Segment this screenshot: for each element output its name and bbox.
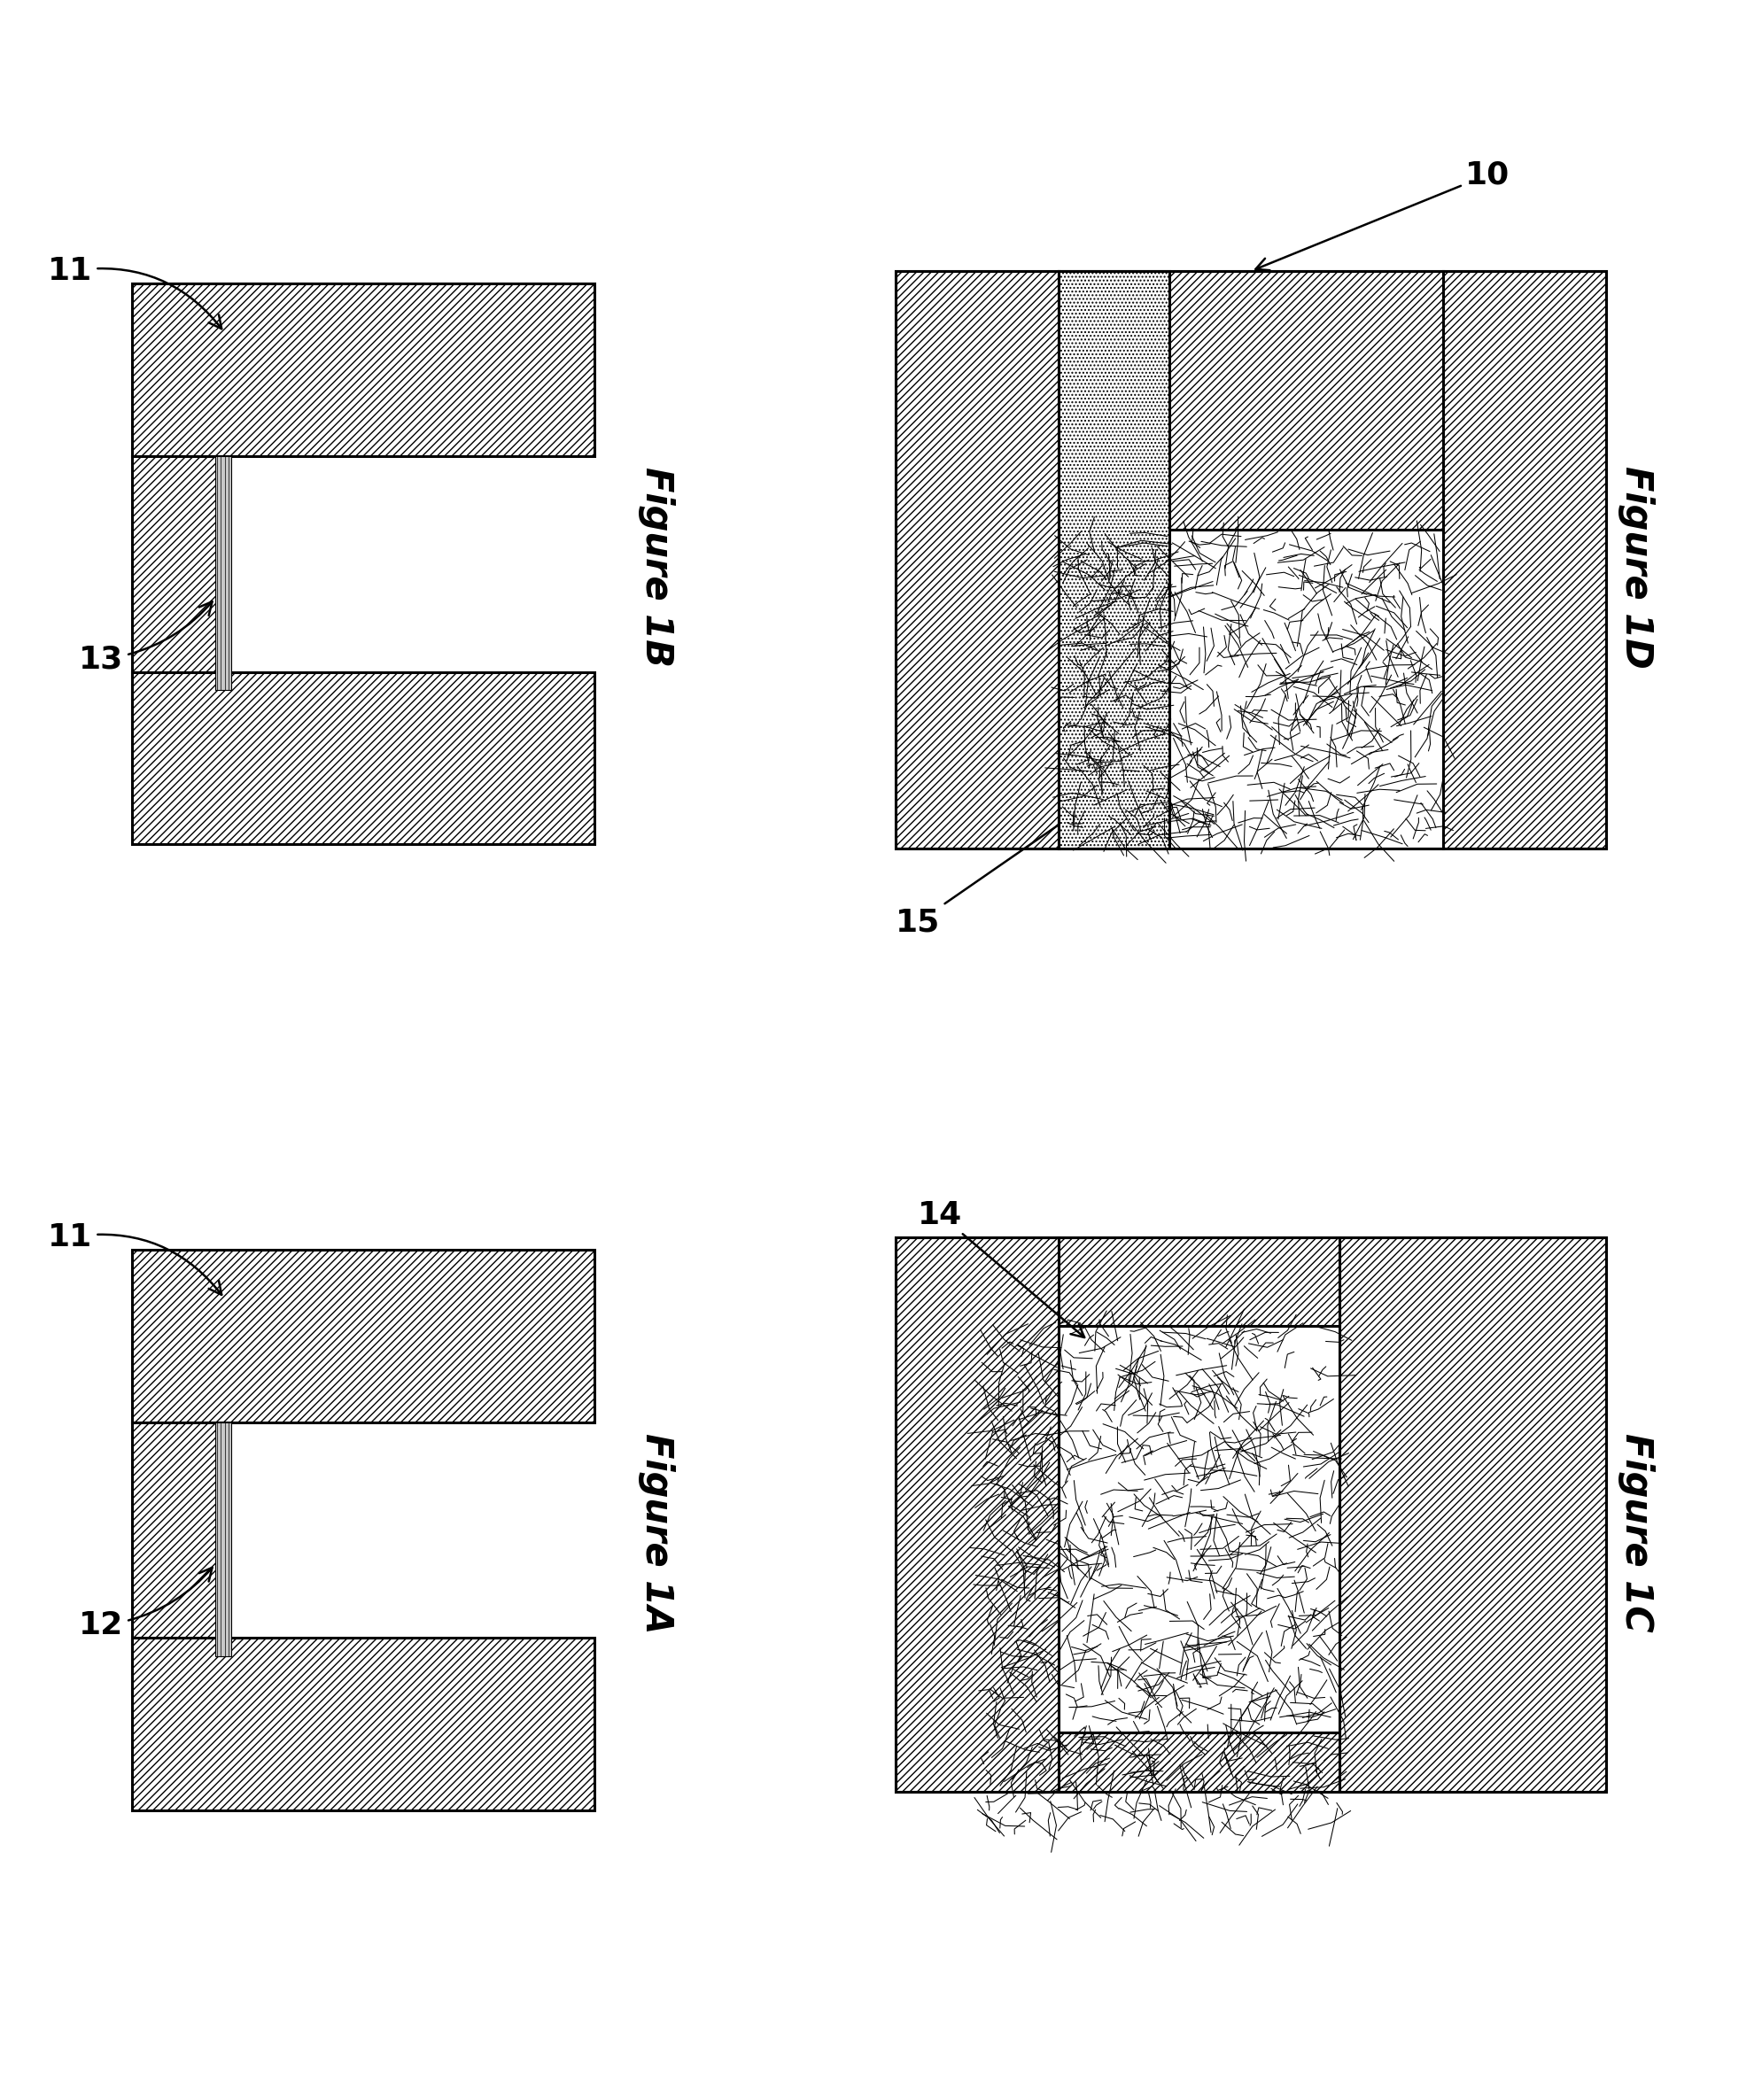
Text: Figure 1C: Figure 1C [1618, 1434, 1655, 1632]
Bar [1059, 1325, 1339, 1732]
Text: 12: 12 [79, 1567, 211, 1640]
Bar [895, 1237, 1607, 1791]
Bar [132, 456, 224, 727]
Bar [132, 1250, 594, 1422]
Bar [895, 1237, 1059, 1791]
Text: Figure 1A: Figure 1A [638, 1432, 675, 1634]
Bar [1059, 1237, 1339, 1325]
Text: 13: 13 [79, 601, 211, 674]
Bar [132, 284, 594, 456]
Text: 15: 15 [895, 792, 1107, 937]
Bar [1059, 271, 1443, 529]
Text: 14: 14 [918, 1199, 1084, 1338]
Bar [1059, 271, 1170, 848]
Bar [132, 1422, 224, 1693]
Text: 11: 11 [48, 1222, 222, 1296]
Text: 11: 11 [48, 256, 222, 330]
Bar [895, 271, 1607, 848]
Bar [132, 1638, 594, 1810]
Bar [132, 672, 594, 844]
Bar [215, 1422, 231, 1657]
Bar [215, 456, 231, 691]
Bar [1059, 529, 1443, 848]
Bar [1339, 1237, 1607, 1791]
Text: Figure 1D: Figure 1D [1618, 466, 1655, 668]
Bar [1059, 1732, 1339, 1791]
Bar [1443, 271, 1607, 848]
Text: 10: 10 [1256, 160, 1510, 271]
Text: Figure 1B: Figure 1B [638, 466, 675, 668]
Bar [895, 271, 1059, 848]
